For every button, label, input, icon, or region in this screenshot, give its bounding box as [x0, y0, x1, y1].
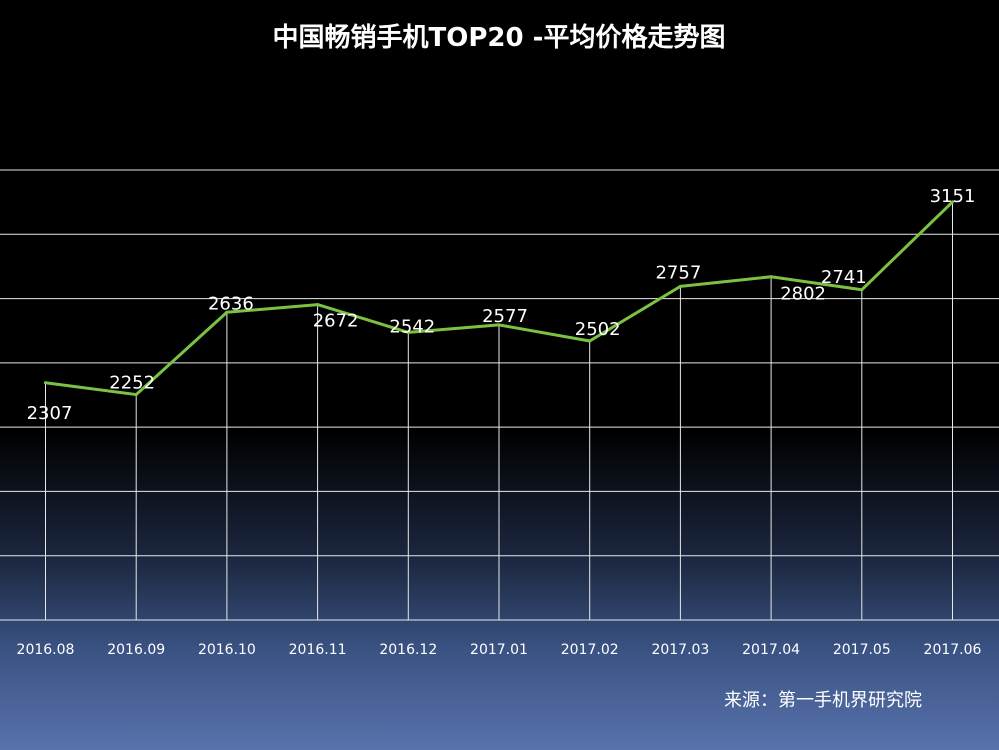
x-tick-layer: 2016.08 2016.09 2016.10 2016.11 2016.12 2017.…	[17, 642, 982, 658]
grid-layer	[0, 169, 999, 621]
x-tick-label: 2016.12	[379, 642, 437, 658]
data-point	[406, 330, 410, 334]
data-label: 2502	[575, 319, 621, 340]
data-label: 2802	[780, 284, 826, 305]
data-point	[678, 284, 682, 288]
data-point	[860, 288, 864, 292]
data-point	[44, 381, 47, 385]
data-label: 2757	[655, 262, 701, 283]
data-label: 2577	[482, 306, 528, 327]
data-label: 2672	[313, 311, 359, 332]
data-point	[951, 200, 954, 204]
x-tick-label: 2017.05	[833, 642, 891, 658]
data-label: 3151	[930, 186, 976, 207]
x-tick-label: 2017.02	[561, 642, 619, 658]
data-label: 2636	[208, 293, 254, 314]
data-label: 2307	[27, 403, 73, 424]
data-point	[497, 323, 501, 327]
chart-title: 中国畅销手机TOP20 -平均价格走势图	[273, 22, 726, 53]
data-label-layer: 2307 2252 2636 2672 2542 2577 2502 2757 28022741…	[27, 186, 976, 424]
data-label: 2741	[821, 267, 867, 288]
data-point	[588, 339, 592, 343]
data-label: 2252	[109, 373, 155, 394]
x-tick-label: 2016.11	[289, 642, 347, 658]
data-label: 2542	[389, 316, 435, 337]
x-tick-label: 2017.03	[651, 642, 709, 658]
source-note: 来源：第一手机界研究院	[724, 690, 922, 711]
x-tick-label: 2016.08	[17, 642, 75, 658]
x-tick-label: 2017.06	[924, 642, 982, 658]
data-point	[769, 275, 773, 279]
x-tick-label: 2016.09	[107, 642, 165, 658]
x-tick-label: 2017.01	[470, 642, 528, 658]
x-tick-label: 2017.04	[742, 642, 800, 658]
x-tick-label: 2016.10	[198, 642, 256, 658]
data-point	[316, 303, 320, 307]
data-point	[225, 310, 229, 314]
data-point	[134, 393, 138, 397]
series-layer	[44, 200, 954, 397]
